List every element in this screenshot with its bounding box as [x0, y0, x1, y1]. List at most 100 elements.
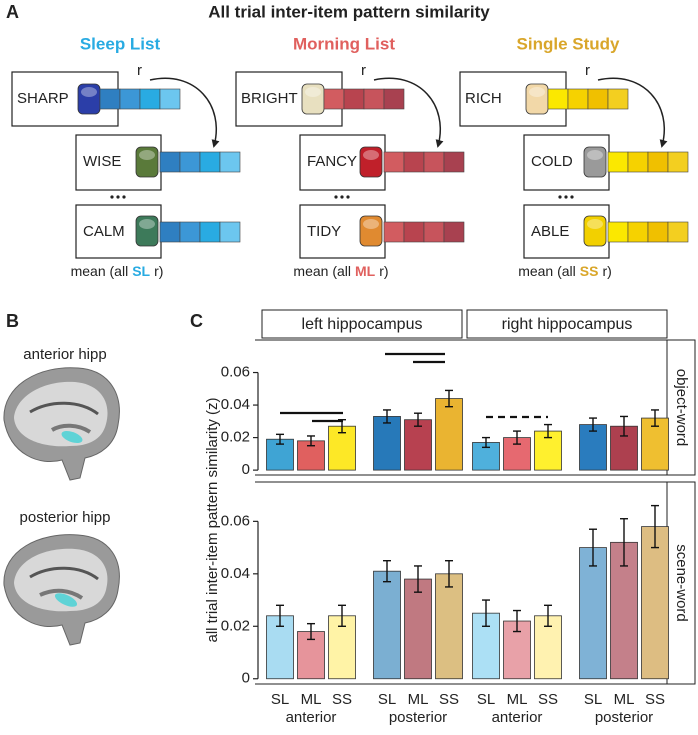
- x-tick-label: ML: [507, 691, 528, 708]
- pattern-square: [607, 88, 629, 110]
- pattern-square: [343, 88, 365, 110]
- pattern-square: [219, 221, 241, 243]
- item-icon: [135, 215, 159, 247]
- x-tick-label: SS: [538, 691, 558, 708]
- mean-prefix: mean (all: [71, 263, 129, 279]
- pattern-square: [423, 221, 445, 243]
- bar: [579, 424, 607, 471]
- pattern-square: [547, 88, 569, 110]
- arrow: [149, 77, 220, 148]
- pattern-square: [647, 221, 669, 243]
- figure-title: All trial inter-item pattern similarity: [208, 2, 490, 21]
- region-label: posterior hipp: [20, 509, 111, 526]
- mean-prefix: mean (all: [293, 263, 351, 279]
- mean-prefix: mean (all: [518, 263, 576, 279]
- pattern-square: [99, 88, 121, 110]
- panel-label: A: [6, 2, 19, 22]
- item-icon: [359, 215, 383, 247]
- y-tick-label: 0: [242, 670, 250, 687]
- pattern-square: [403, 221, 425, 243]
- row-label: scene-word: [673, 544, 690, 622]
- mean-key: SL: [132, 263, 150, 279]
- list-heading: Single Study: [517, 34, 621, 53]
- y-tick-label: 0.04: [221, 565, 250, 582]
- panel-c-charts: object-word 0 0.02 0.04 0.06 scene-word 0 0.02 0…: [221, 339, 696, 726]
- ellipsis-dot: [570, 195, 574, 199]
- ellipsis-dot: [564, 195, 568, 199]
- pattern-square: [159, 88, 181, 110]
- ellipsis-dot: [346, 195, 350, 199]
- pattern-square: [199, 151, 221, 173]
- y-tick-label: 0.06: [221, 512, 250, 529]
- pattern-square: [667, 221, 689, 243]
- pattern-square: [119, 88, 141, 110]
- pattern-square: [383, 221, 405, 243]
- word: BRIGHT: [241, 90, 298, 107]
- item-icon: [363, 219, 379, 229]
- word: CALM: [83, 223, 125, 240]
- word: SHARP: [17, 90, 69, 107]
- item-icon: [363, 150, 379, 160]
- pattern-square: [179, 221, 201, 243]
- pattern-square: [607, 221, 629, 243]
- mean-suffix: r): [379, 263, 388, 279]
- significance-lines: [280, 352, 548, 423]
- item-icon: [359, 146, 383, 178]
- y-tick-label: 0: [242, 461, 250, 478]
- ellipsis-dot: [340, 195, 344, 199]
- bar: [404, 419, 432, 471]
- pattern-square: [383, 151, 405, 173]
- x-tick-label: ML: [614, 691, 635, 708]
- y-axis-label: all trial inter-item pattern similarity …: [204, 397, 221, 642]
- list-heading: Sleep List: [80, 34, 161, 53]
- item-icon: [139, 219, 155, 229]
- arrow: [373, 77, 444, 148]
- x-tick-label: SL: [584, 691, 602, 708]
- mean-suffix: r): [602, 263, 611, 279]
- mean-label: mean (all SL r): [71, 263, 164, 279]
- bar: [435, 398, 463, 471]
- pattern-square: [159, 151, 181, 173]
- bar: [404, 578, 432, 680]
- item-icon: [583, 146, 607, 178]
- facet-box: [261, 309, 463, 339]
- list-heading: Morning List: [293, 34, 395, 53]
- pattern-square: [199, 221, 221, 243]
- x-group-label: anterior: [286, 709, 337, 726]
- y-tick-label: 0.02: [221, 617, 250, 634]
- pattern-square: [567, 88, 589, 110]
- item-icon: [529, 87, 545, 97]
- word: FANCY: [307, 153, 357, 170]
- arrow: [597, 77, 668, 148]
- brain-posterior: [3, 534, 120, 646]
- pattern-square: [587, 88, 609, 110]
- item-icon: [81, 87, 97, 97]
- mean-key: ML: [355, 263, 376, 279]
- mean-key: SS: [580, 263, 599, 279]
- mean-suffix: r): [154, 263, 163, 279]
- bar: [435, 573, 463, 680]
- bar: [373, 570, 401, 680]
- r-label: r: [361, 62, 366, 79]
- x-tick-label: SL: [378, 691, 396, 708]
- y-tick-label: 0.06: [221, 363, 250, 380]
- pattern-square: [159, 221, 181, 243]
- ellipsis-dot: [122, 195, 126, 199]
- facet-label: left hippocampus: [302, 316, 423, 333]
- x-tick-label: SL: [271, 691, 289, 708]
- ellipsis-dot: [334, 195, 338, 199]
- ellipsis-dot: [116, 195, 120, 199]
- item-icon: [583, 215, 607, 247]
- pattern-square: [383, 88, 405, 110]
- x-tick-label: ML: [408, 691, 429, 708]
- pattern-square: [139, 88, 161, 110]
- pattern-square: [443, 221, 465, 243]
- word: ABLE: [531, 223, 569, 240]
- brain-anterior: [3, 367, 120, 481]
- row-strip: [666, 339, 696, 476]
- word: COLD: [531, 153, 573, 170]
- pattern-square: [403, 151, 425, 173]
- pattern-square: [647, 151, 669, 173]
